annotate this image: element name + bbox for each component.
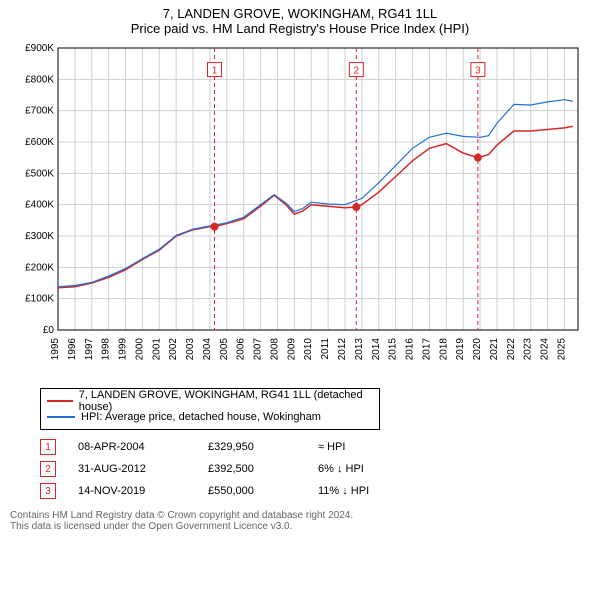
chart-area: £0 £100K £200K £300K £400K £500K £600K £700K £80… xyxy=(10,40,590,380)
svg-text:£500K: £500K xyxy=(25,168,54,179)
svg-text:2009: 2009 xyxy=(286,338,297,361)
legend-swatch xyxy=(47,416,75,418)
footnote: Contains HM Land Registry data © Crown c… xyxy=(10,510,590,532)
svg-text:2003: 2003 xyxy=(185,338,196,361)
svg-text:2001: 2001 xyxy=(151,338,162,361)
sale-row: 3 14-NOV-2019£550,00011% ↓ HPI xyxy=(40,480,590,502)
svg-text:3: 3 xyxy=(475,66,481,77)
svg-text:2016: 2016 xyxy=(405,338,416,361)
sale-row: 1 08-APR-2004£329,950≈ HPI xyxy=(40,436,590,458)
svg-text:£600K: £600K xyxy=(25,137,54,148)
svg-text:2007: 2007 xyxy=(253,338,264,361)
svg-text:2011: 2011 xyxy=(320,338,331,360)
page: 7, LANDEN GROVE, WOKINGHAM, RG41 1LL Pri… xyxy=(0,6,600,596)
sale-date: 31-AUG-2012 xyxy=(78,463,208,475)
sale-row: 2 31-AUG-2012£392,5006% ↓ HPI xyxy=(40,458,590,480)
sale-date: 08-APR-2004 xyxy=(78,441,208,453)
sale-date: 14-NOV-2019 xyxy=(78,485,208,497)
svg-text:1997: 1997 xyxy=(84,338,95,361)
sale-rel: ≈ HPI xyxy=(318,441,428,453)
svg-text:2019: 2019 xyxy=(455,338,466,361)
sale-rel: 6% ↓ HPI xyxy=(318,463,428,475)
sale-price: £550,000 xyxy=(208,485,318,497)
svg-text:£200K: £200K xyxy=(25,262,54,273)
svg-text:1998: 1998 xyxy=(101,338,112,361)
svg-text:2013: 2013 xyxy=(354,338,365,361)
svg-text:2010: 2010 xyxy=(303,338,314,361)
svg-text:2006: 2006 xyxy=(236,338,247,361)
svg-text:£400K: £400K xyxy=(25,200,54,211)
sale-marker: 2 xyxy=(40,461,56,477)
svg-text:2012: 2012 xyxy=(337,338,348,361)
svg-text:1995: 1995 xyxy=(50,338,61,361)
legend: 7, LANDEN GROVE, WOKINGHAM, RG41 1LL (de… xyxy=(40,388,380,430)
svg-text:2017: 2017 xyxy=(421,338,432,361)
svg-text:2014: 2014 xyxy=(371,338,382,361)
footnote-line1: Contains HM Land Registry data © Crown c… xyxy=(10,510,590,521)
footnote-line2: This data is licensed under the Open Gov… xyxy=(10,521,590,532)
sale-price: £329,950 xyxy=(208,441,318,453)
svg-text:£100K: £100K xyxy=(25,294,54,305)
svg-text:2015: 2015 xyxy=(388,338,399,361)
sale-marker: 3 xyxy=(40,483,56,499)
chart-subtitle: Price paid vs. HM Land Registry's House … xyxy=(0,21,600,36)
svg-text:£700K: £700K xyxy=(25,106,54,117)
svg-text:2000: 2000 xyxy=(134,338,145,361)
svg-text:£0: £0 xyxy=(43,325,55,336)
svg-text:2023: 2023 xyxy=(523,338,534,361)
svg-text:2002: 2002 xyxy=(168,338,179,361)
svg-text:2018: 2018 xyxy=(438,338,449,361)
svg-text:2025: 2025 xyxy=(556,338,567,361)
svg-text:2: 2 xyxy=(354,66,360,77)
legend-swatch xyxy=(47,400,73,402)
svg-text:2024: 2024 xyxy=(540,338,551,361)
svg-text:£900K: £900K xyxy=(25,43,54,54)
svg-text:2021: 2021 xyxy=(489,338,500,361)
svg-text:2020: 2020 xyxy=(472,338,483,361)
svg-text:2005: 2005 xyxy=(219,338,230,361)
svg-text:£300K: £300K xyxy=(25,231,54,242)
line-chart: £0 £100K £200K £300K £400K £500K £600K £700K £80… xyxy=(10,40,590,380)
svg-text:1999: 1999 xyxy=(118,338,129,361)
legend-item: 7, LANDEN GROVE, WOKINGHAM, RG41 1LL (de… xyxy=(47,393,373,409)
sale-rel: 11% ↓ HPI xyxy=(318,485,428,497)
sales-table: 1 08-APR-2004£329,950≈ HPI 2 31-AUG-2012£39… xyxy=(40,436,590,502)
chart-title: 7, LANDEN GROVE, WOKINGHAM, RG41 1LL xyxy=(0,6,600,21)
svg-text:2004: 2004 xyxy=(202,338,213,361)
svg-text:2008: 2008 xyxy=(269,338,280,361)
legend-label: 7, LANDEN GROVE, WOKINGHAM, RG41 1LL (de… xyxy=(79,389,373,413)
sale-price: £392,500 xyxy=(208,463,318,475)
sale-marker: 1 xyxy=(40,439,56,455)
svg-text:2022: 2022 xyxy=(506,338,517,361)
svg-text:1: 1 xyxy=(212,66,218,77)
legend-label: HPI: Average price, detached house, Woki… xyxy=(81,411,321,423)
svg-text:1996: 1996 xyxy=(67,338,78,361)
svg-text:£800K: £800K xyxy=(25,74,54,85)
